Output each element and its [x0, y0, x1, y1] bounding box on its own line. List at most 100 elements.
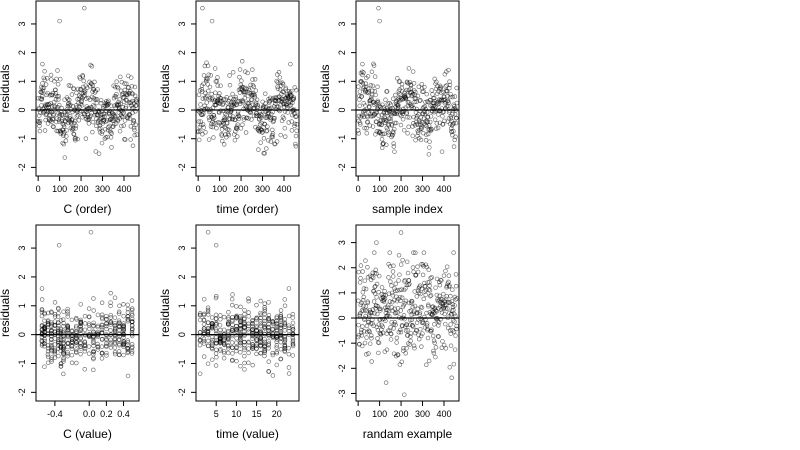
- data-point: [356, 131, 362, 136]
- data-point: [112, 349, 118, 355]
- data-point: [246, 310, 251, 315]
- data-point: [399, 81, 405, 87]
- data-point: [242, 343, 247, 348]
- data-point: [221, 327, 227, 333]
- data-point: [423, 99, 428, 105]
- data-point: [286, 286, 292, 291]
- data-point: [413, 250, 418, 256]
- data-point: [108, 337, 113, 343]
- data-point: [355, 128, 361, 133]
- data-point: [116, 349, 122, 354]
- data-point: [282, 348, 288, 353]
- data-point: [61, 338, 66, 343]
- data-point: [65, 309, 70, 314]
- x-tick-label: 300: [255, 184, 270, 194]
- data-point: [282, 316, 288, 322]
- data-point: [382, 289, 387, 294]
- data-point: [211, 135, 216, 140]
- data-point: [402, 392, 407, 397]
- data-point: [99, 350, 105, 356]
- data-point: [364, 130, 370, 136]
- data-point: [125, 373, 131, 379]
- y-tick-label: 3: [17, 246, 27, 251]
- data-point: [270, 127, 275, 133]
- data-point: [270, 131, 276, 136]
- data-point: [39, 307, 45, 313]
- data-point: [266, 316, 271, 321]
- data-point: [376, 289, 381, 295]
- data-point: [252, 92, 257, 98]
- data-point: [119, 123, 124, 129]
- data-point: [104, 313, 109, 319]
- data-point: [73, 137, 78, 143]
- data-point: [99, 140, 105, 146]
- data-point: [250, 345, 255, 351]
- data-point: [37, 120, 42, 126]
- data-point: [271, 118, 277, 123]
- data-point: [42, 311, 47, 317]
- data-point: [262, 350, 268, 355]
- data-point: [104, 316, 109, 322]
- data-point: [39, 286, 45, 291]
- data-point: [210, 95, 215, 101]
- data-point: [56, 353, 61, 359]
- data-point: [413, 328, 419, 333]
- data-point: [290, 337, 296, 343]
- data-point: [114, 79, 119, 84]
- data-point: [361, 329, 367, 334]
- data-point: [95, 344, 101, 349]
- data-point: [242, 307, 247, 313]
- data-point: [116, 318, 122, 323]
- data-point: [123, 104, 129, 109]
- data-point: [453, 283, 459, 289]
- data-point: [416, 336, 422, 342]
- data-point: [388, 279, 393, 284]
- data-point: [209, 335, 215, 340]
- data-point: [258, 351, 263, 356]
- data-point: [423, 262, 429, 267]
- data-point: [254, 97, 260, 102]
- data-point: [274, 328, 280, 333]
- x-tick-label: 400: [436, 184, 451, 194]
- data-point: [88, 113, 94, 118]
- data-point: [129, 349, 135, 354]
- data-point: [294, 128, 299, 134]
- data-point: [415, 264, 420, 269]
- data-point: [359, 333, 365, 338]
- data-point: [383, 118, 389, 124]
- data-point: [427, 293, 433, 299]
- data-point: [218, 83, 223, 88]
- data-point: [357, 89, 363, 94]
- y-tick-label: -2: [337, 364, 347, 372]
- data-point: [205, 63, 211, 69]
- data-point: [361, 308, 366, 314]
- data-point: [413, 272, 419, 278]
- data-point: [290, 339, 296, 345]
- data-point: [242, 347, 247, 353]
- data-point: [448, 331, 454, 336]
- data-point: [288, 102, 294, 108]
- data-point: [74, 360, 79, 366]
- data-point: [226, 132, 232, 138]
- data-point: [118, 88, 124, 94]
- data-point: [291, 95, 297, 100]
- data-point: [410, 124, 415, 129]
- data-point: [196, 92, 202, 98]
- data-point: [243, 130, 249, 135]
- data-point: [129, 311, 135, 316]
- x-tick-label: -0.4: [47, 409, 63, 419]
- data-point: [278, 325, 284, 330]
- data-point: [117, 303, 122, 309]
- data-point: [435, 125, 441, 131]
- data-point: [104, 353, 109, 358]
- data-point: [421, 296, 426, 302]
- data-point: [425, 335, 431, 341]
- data-point: [445, 306, 450, 311]
- data-point: [201, 125, 206, 130]
- data-point: [367, 341, 373, 346]
- data-point: [213, 90, 218, 95]
- data-point: [414, 99, 419, 104]
- data-point: [61, 336, 66, 342]
- data-point: [213, 328, 219, 334]
- data-point: [230, 292, 235, 297]
